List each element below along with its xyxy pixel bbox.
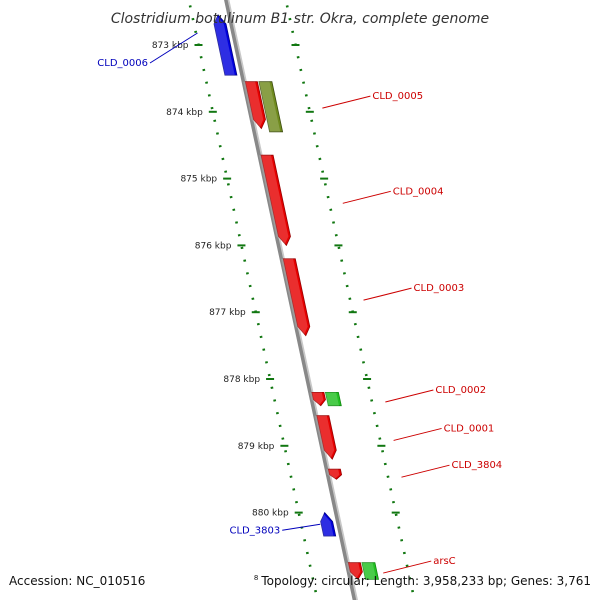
tick-label: 873 kbp — [152, 41, 189, 51]
gene-callout-line — [342, 190, 391, 204]
topology-text: Topology: circular; Length: 3,958,233 bp… — [261, 574, 591, 588]
tick-label: 880 kbp — [252, 509, 289, 519]
gene-cld-3804-highlight — [326, 469, 340, 480]
gene-label: CLD_3803 — [230, 525, 281, 536]
feature-green-highlight — [323, 392, 339, 406]
tick-label: 876 kbp — [195, 241, 232, 251]
gene-label: CLD_0003 — [414, 283, 465, 294]
map-title: Clostridium botulinum B1 str. Okra, comp… — [111, 11, 489, 27]
tick-label: 874 kbp — [166, 108, 203, 118]
gene-callout-line — [282, 523, 321, 531]
tick-label: 877 kbp — [209, 308, 246, 318]
gene-label: CLD_0006 — [97, 58, 148, 69]
map-layer: 873 kbp 874 kbp 875 kbp 876 kbp 877 kbp 878 k… — [97, 0, 502, 600]
gene-label: CLD_0002 — [435, 385, 486, 396]
partial-tick-label: 8 — [253, 574, 259, 582]
gene-cld-0004-shape — [260, 154, 291, 247]
gene-cld-3803-highlight — [318, 512, 334, 536]
tick-label: 875 kbp — [180, 175, 217, 185]
gene-label: CLD_0004 — [393, 186, 444, 197]
gene-cld-0005-shape — [244, 81, 266, 130]
gene-callout-line — [149, 32, 198, 64]
backbone-line — [224, 0, 357, 600]
gene-cld-0001-highlight — [314, 415, 335, 460]
gene-cld-0002-shape — [311, 391, 326, 407]
gene-callout-line — [322, 95, 371, 109]
feature-green-highlight — [359, 562, 377, 580]
gene-callout-line — [401, 464, 450, 478]
feature-green-shape — [361, 562, 379, 580]
feature-olive-highlight — [256, 81, 281, 132]
gene-callout-line — [383, 560, 432, 574]
topology-footer: 8 Topology: circular; Length: 3,958,233 b… — [254, 574, 591, 588]
gene-cld-3803-shape — [320, 511, 337, 537]
gene-label: CLD_0005 — [372, 91, 423, 102]
gene-cld-0006-highlight — [211, 14, 235, 76]
gene-cld-0005-highlight — [243, 81, 264, 129]
tick-label: 878 kbp — [223, 375, 260, 385]
gene-cld-0003-shape — [282, 258, 311, 337]
accession-text: Accession: NC_010516 — [9, 574, 146, 588]
gene-callout-line — [363, 287, 412, 301]
gene-callout-line — [385, 389, 434, 403]
feature-olive-shape — [258, 81, 284, 133]
gene-cld-0002-highlight — [309, 392, 324, 406]
gene-arsc-highlight — [346, 562, 361, 580]
gene-cld-0001-shape — [316, 415, 337, 460]
gene-cld-0003-highlight — [281, 258, 308, 336]
gene-label: arsC — [433, 556, 455, 567]
gene-label: CLD_0001 — [444, 423, 495, 434]
gene-cld-0004-highlight — [259, 155, 289, 246]
gene-cld-3804-shape — [327, 468, 343, 480]
gene-callout-line — [393, 427, 442, 441]
feature-green-shape — [324, 391, 342, 407]
tick-label: 879 kbp — [238, 442, 275, 452]
gene-label: CLD_3804 — [451, 460, 502, 471]
gene-cld-0006-shape — [213, 14, 238, 76]
gene-arsc-shape — [347, 562, 363, 581]
